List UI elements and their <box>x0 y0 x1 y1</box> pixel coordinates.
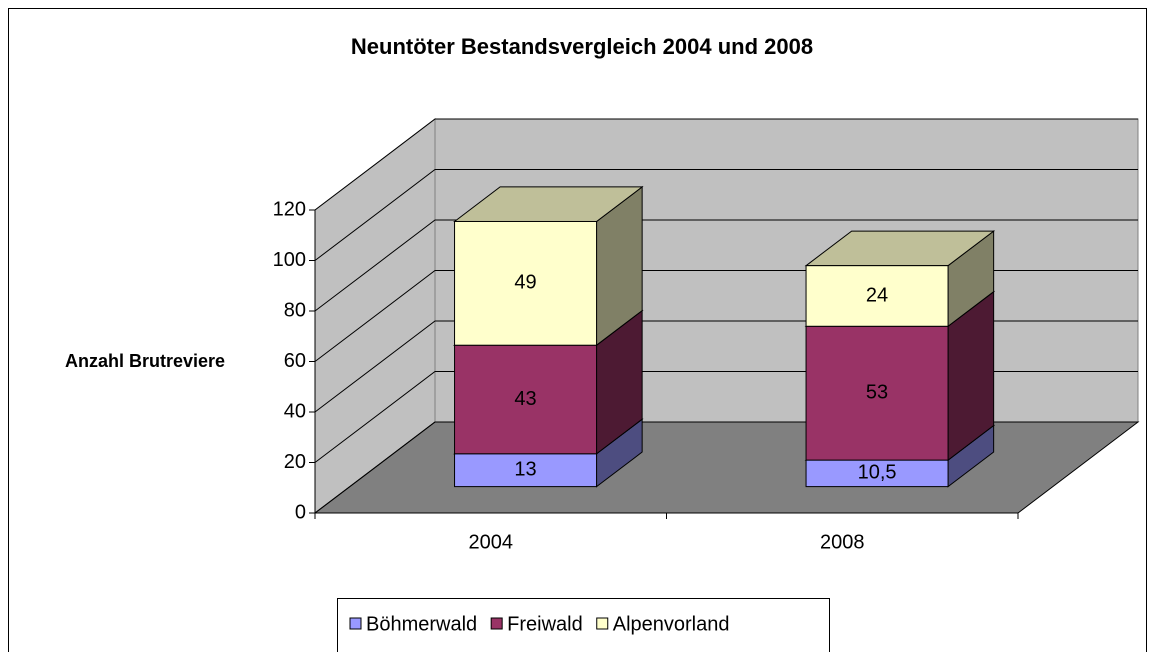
bar <box>454 220 598 346</box>
y-tick-label: 60 <box>284 350 306 372</box>
y-tick-label: 20 <box>284 451 306 473</box>
y-tick-label: 120 <box>273 198 306 220</box>
bar <box>805 265 949 327</box>
legend-swatch <box>596 617 609 630</box>
bar <box>454 344 598 455</box>
data-label: 49 <box>514 272 536 294</box>
legend-swatch <box>349 617 362 630</box>
legend-label: Freiwald <box>507 613 583 635</box>
y-axis-label: Anzahl Brutreviere <box>65 351 225 371</box>
x-tick-label: 2004 <box>469 531 514 553</box>
data-label: 43 <box>514 388 536 410</box>
bar <box>454 453 598 488</box>
data-label: 13 <box>514 458 536 480</box>
y-tick-label: 80 <box>284 299 306 321</box>
bar <box>805 325 949 461</box>
grid-line <box>314 219 1138 312</box>
floor <box>313 421 1140 514</box>
chart-title: Neuntöter Bestandsvergleich 2004 und 200… <box>351 34 813 59</box>
bar <box>805 459 949 488</box>
x-tick-label: 2008 <box>820 531 865 553</box>
legend <box>337 598 830 652</box>
data-label: 10,5 <box>858 462 897 484</box>
data-label: 24 <box>866 284 888 306</box>
legend-swatch <box>490 617 503 630</box>
y-tick-label: 0 <box>295 501 306 523</box>
y-tick-label: 40 <box>284 400 306 422</box>
legend-label: Böhmerwald <box>366 613 477 635</box>
grid-line <box>314 118 1138 211</box>
grid-line <box>314 169 1138 261</box>
data-label: 53 <box>866 381 888 403</box>
y-tick-label: 100 <box>273 249 306 271</box>
legend-label: Alpenvorland <box>613 613 730 635</box>
